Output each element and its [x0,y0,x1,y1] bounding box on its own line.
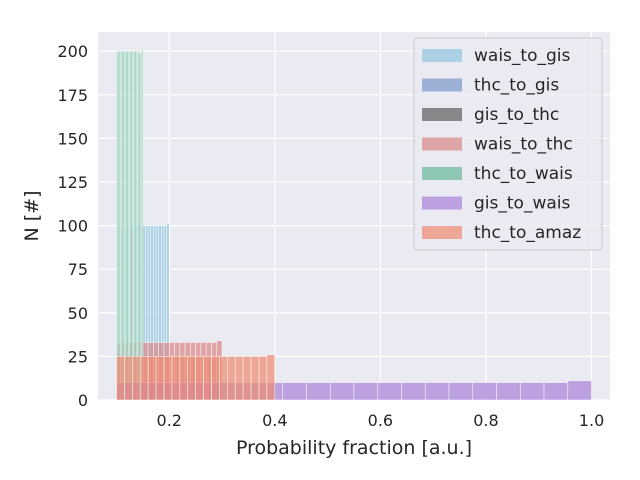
bar [543,382,569,401]
x-tick-label: 0.8 [473,411,498,430]
bar [377,382,402,401]
bar [266,354,276,401]
bar [258,356,268,401]
x-tick-label: 0.6 [368,411,393,430]
bar [401,382,426,401]
legend-label: thc_to_gis [474,76,559,96]
y-tick-label: 100 [57,217,88,236]
legend-swatch [422,226,462,239]
bar [242,356,252,401]
x-axis-label: Probability fraction [a.u.] [236,437,472,459]
bar [203,356,212,401]
legend-swatch [422,78,462,92]
bar [155,356,165,401]
bar [179,356,189,401]
bar [306,382,331,401]
y-tick-label: 175 [57,86,88,105]
x-tick-label: 1.0 [579,411,604,430]
bar [141,49,144,401]
legend-label: gis_to_wais [474,194,570,214]
y-tick-label: 150 [57,129,88,148]
legend-label: wais_to_gis [474,46,570,66]
legend-swatch [422,196,462,210]
bar [329,382,355,401]
bar [139,356,149,401]
bar [147,356,157,401]
legend: wais_to_gis thc_to_gis gis_to_thc wais_to_t… [413,37,603,251]
bar [353,382,379,401]
legend-swatch [422,167,462,180]
y-tick-label: 125 [57,173,88,192]
bar [124,356,133,401]
bar [171,356,181,401]
series-thc_to_amaz [116,354,276,401]
bar [219,356,228,401]
y-axis-label: N [#] [21,191,43,242]
x-tick-label: 0.2 [157,411,182,430]
y-tick-label: 50 [68,304,88,323]
legend-label: wais_to_thc [474,135,573,155]
bar [496,382,521,401]
bar [472,382,497,401]
y-axis-ticks: 0 25 50 75 100 125 150 175 200 [57,42,88,410]
legend-swatch [422,108,462,121]
bar [282,382,307,401]
bar [424,382,450,401]
y-tick-label: 75 [68,260,88,279]
bar [132,356,141,401]
legend-swatch [422,49,462,62]
bar [211,356,220,401]
legend-label: gis_to_thc [474,105,559,125]
bar [163,356,173,401]
x-axis-ticks: 0.2 0.4 0.6 0.8 1.0 [157,411,605,430]
bar [250,356,260,401]
bar [187,356,196,401]
bar [234,356,244,401]
x-tick-label: 0.4 [262,411,287,430]
bar [519,382,545,401]
bar [567,380,592,401]
legend-label: thc_to_wais [474,164,573,184]
legend-label: thc_to_amaz [474,223,581,243]
series-thc_to_wais [116,49,144,401]
bar [116,356,125,401]
y-tick-label: 0 [78,391,88,410]
y-tick-label: 200 [57,42,88,61]
bars [116,49,592,401]
bar [195,356,204,401]
legend-swatch [422,137,462,151]
y-tick-label: 25 [68,347,88,366]
bar [227,356,236,401]
bar [448,382,474,401]
